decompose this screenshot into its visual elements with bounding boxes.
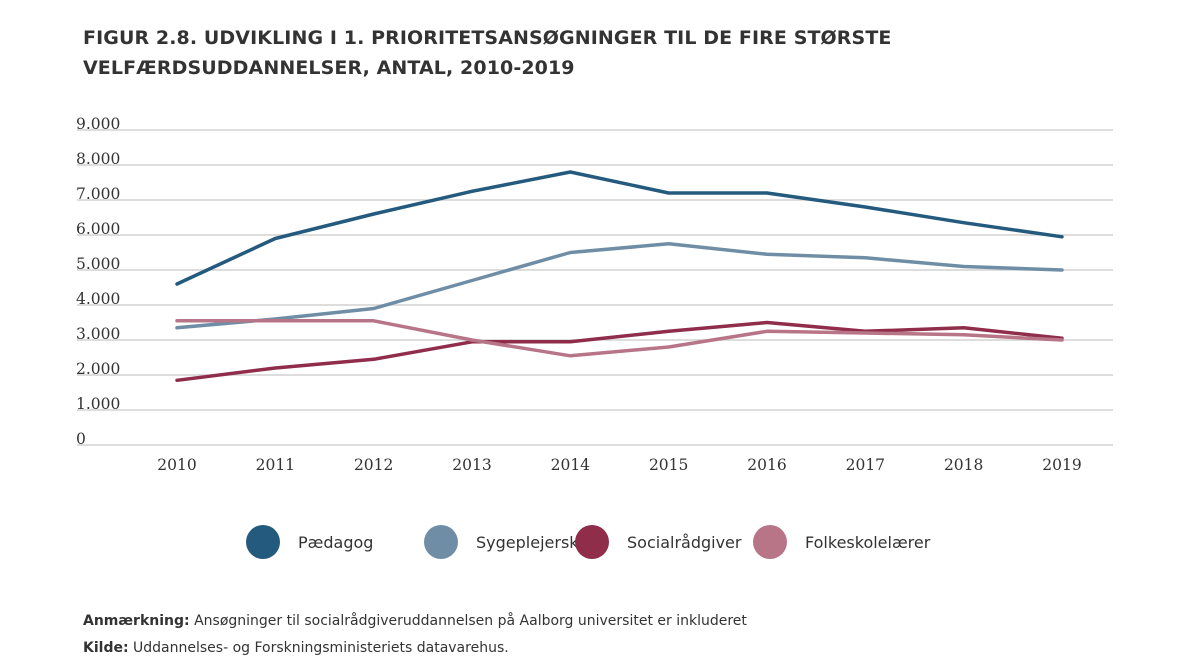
- series-lines: [175, 170, 1064, 383]
- series-line: [175, 320, 1064, 383]
- y-tick-label: 3.000: [76, 325, 120, 343]
- legend-marker: [246, 525, 280, 559]
- remark-note: Anmærkning: Ansøgninger til socialrådgiv…: [83, 613, 747, 629]
- series-line: [175, 242, 1064, 330]
- y-tick-label: 2.000: [76, 360, 120, 378]
- series-line: [175, 319, 1064, 358]
- x-tick-label: 2014: [551, 456, 591, 474]
- y-tick-label: 9.000: [76, 115, 120, 133]
- x-tick-label: 2013: [452, 456, 491, 474]
- source-text: Uddannelses- og Forskningsministeriets d…: [128, 640, 509, 656]
- gridlines: [77, 129, 1113, 446]
- x-tick-label: 2010: [157, 456, 196, 474]
- y-tick-label: 8.000: [76, 150, 120, 168]
- series-line: [175, 170, 1064, 286]
- x-tick-label: 2017: [846, 456, 885, 474]
- legend-marker: [575, 525, 609, 559]
- y-tick-label: 0: [76, 430, 86, 448]
- y-tick-label: 5.000: [76, 255, 120, 273]
- legend-marker: [753, 525, 787, 559]
- source-note: Kilde: Uddannelses- og Forskningsministe…: [83, 640, 509, 656]
- y-axis-tick-labels: 0 1.000 2.000 3.000 4.000 5.000 6.000 7.000 8.00…: [76, 115, 120, 448]
- x-axis-tick-labels: 2010 2011 2012 2013 2014 2015 2016 2017 2018 2019: [157, 456, 1081, 474]
- legend-label: Socialrådgiver: [627, 533, 742, 552]
- x-tick-label: 2011: [256, 456, 295, 474]
- y-tick-label: 4.000: [76, 290, 120, 308]
- legend-marker: [424, 525, 458, 559]
- legend-label: Sygeplejerske: [476, 533, 588, 552]
- x-tick-label: 2019: [1042, 456, 1081, 474]
- x-tick-label: 2018: [944, 456, 983, 474]
- chart-title: FIGUR 2.8. UDVIKLING I 1. PRIORITETSANSØ…: [83, 27, 892, 79]
- y-tick-label: 6.000: [76, 220, 120, 238]
- legend-label: Pædagog: [298, 533, 373, 552]
- y-tick-label: 7.000: [76, 185, 120, 203]
- source-label: Kilde:: [83, 640, 129, 656]
- y-tick-label: 1.000: [76, 395, 120, 413]
- legend-label: Folkeskolelærer: [805, 533, 931, 552]
- legend: Pædagog Sygeplejerske Socialrådgiver Folkes…: [246, 525, 931, 559]
- x-tick-label: 2015: [649, 456, 688, 474]
- x-tick-label: 2016: [747, 456, 786, 474]
- x-tick-label: 2012: [354, 456, 393, 474]
- remark-text: Ansøgninger til socialrådgiveruddannelse…: [189, 613, 747, 629]
- remark-label: Anmærkning:: [83, 613, 190, 629]
